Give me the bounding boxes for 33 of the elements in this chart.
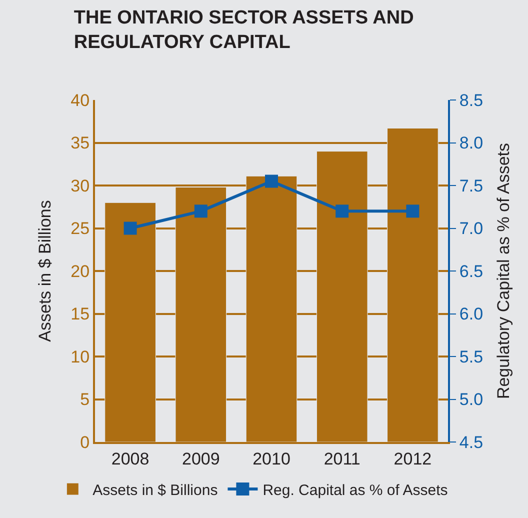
y2-tick-label: 8.5 xyxy=(459,90,484,110)
x-tick-label: 2011 xyxy=(324,449,360,468)
y2-tick-label: 7.5 xyxy=(459,176,484,196)
y-tick-label: 10 xyxy=(70,347,90,366)
point xyxy=(265,174,278,188)
x-tick-label: 2009 xyxy=(182,449,220,468)
y-tick-label: 35 xyxy=(70,134,90,153)
y2-axis-title: Regulatory Capital as % of Assets xyxy=(494,142,513,400)
y-tick-label: 0 xyxy=(80,432,90,452)
point xyxy=(336,204,349,218)
y2-tick-label: 6.5 xyxy=(459,262,484,281)
x-tick-label: 2010 xyxy=(252,449,290,468)
y2-tick-label: 7.0 xyxy=(459,219,484,238)
y2-tick-label: 8.0 xyxy=(459,134,484,153)
y-tick-label: 20 xyxy=(70,262,90,281)
y2-tick-label: 6.0 xyxy=(459,304,484,324)
legend-label: Reg. Capital as % of Assets xyxy=(262,482,448,499)
x-tick-label: 2008 xyxy=(111,449,150,468)
point xyxy=(406,204,420,218)
y2-tick-label: 5.0 xyxy=(459,390,484,410)
chart-title: THE ONTARIO SECTOR ASSETS AND REGULATORY CAPITAL xyxy=(74,7,414,54)
y-tick-label: 30 xyxy=(70,176,90,196)
y-axis-title: Assets in $ Billions xyxy=(36,200,55,342)
y-tick-label: 40 xyxy=(70,90,90,110)
point xyxy=(124,222,137,235)
y2-tick-label: 4.5 xyxy=(459,432,484,452)
y-tick-label: 15 xyxy=(70,304,90,324)
legend-label: Assets in $ Billions xyxy=(92,482,218,499)
x-tick-label: 2012 xyxy=(394,449,432,468)
y-tick-label: 5 xyxy=(80,390,90,410)
point xyxy=(194,204,208,218)
y-tick-label: 25 xyxy=(70,219,90,238)
y2-tick-label: 5.5 xyxy=(459,347,484,366)
